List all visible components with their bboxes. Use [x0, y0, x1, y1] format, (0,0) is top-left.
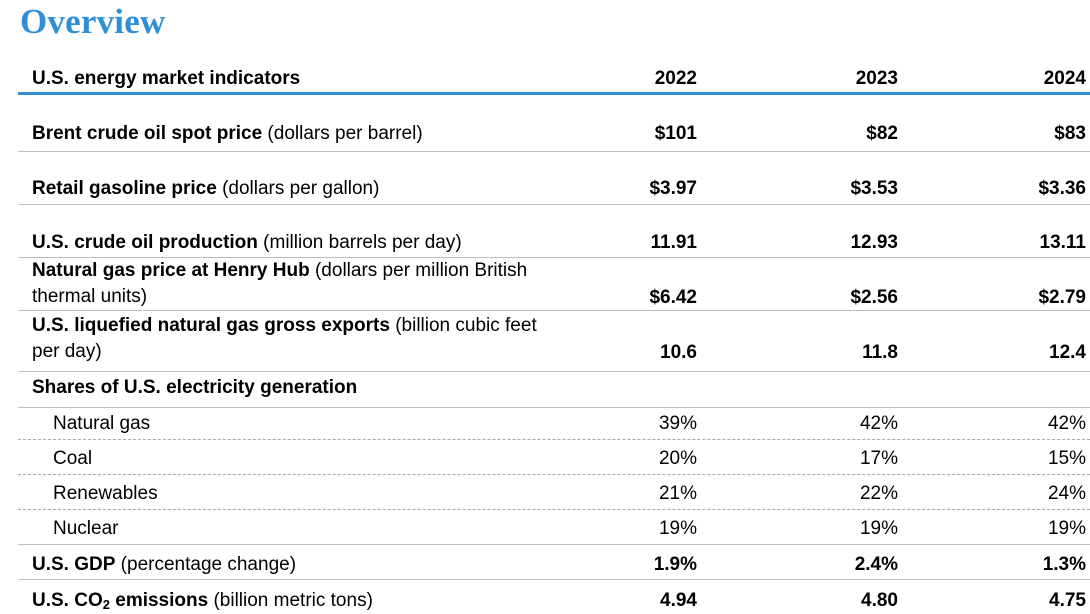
row-label: U.S. liquefied natural gas gross exports…: [32, 315, 537, 362]
value-2024: 15%: [1047, 448, 1086, 469]
value-2023: 11.8: [862, 342, 898, 363]
value-2024: $2.79: [1038, 287, 1086, 308]
value-2024: 42%: [1047, 413, 1086, 434]
value-2023: 12.93: [850, 232, 898, 253]
table-row-lng-exports: U.S. liquefied natural gas gross exports…: [18, 311, 1090, 372]
table-row-share-coal: Coal 20% 17% 15%: [18, 440, 1090, 475]
value-2023: 42%: [859, 413, 898, 434]
value-2023: $3.53: [850, 178, 898, 199]
table-row-share-renewables: Renewables 21% 22% 24%: [18, 475, 1090, 510]
value-2022: 1.9%: [653, 554, 697, 575]
table-header: U.S. energy market indicators 2022 2023 …: [18, 64, 1090, 95]
header-label: U.S. energy market indicators: [32, 68, 301, 89]
value-2023: $82: [866, 123, 898, 144]
value-2022: $6.42: [649, 287, 697, 308]
table-row-gdp: U.S. GDP (percentage change) 1.9% 2.4% 1…: [18, 545, 1090, 580]
row-label: Natural gas price at Henry Hub (dollars …: [32, 260, 528, 307]
row-label: Renewables: [53, 483, 158, 504]
value-2022: $101: [654, 123, 697, 144]
table-row-crude-production: U.S. crude oil production (million barre…: [18, 205, 1090, 258]
value-2024: $83: [1054, 123, 1086, 144]
table-row-shares-heading: Shares of U.S. electricity generation: [18, 372, 1090, 408]
row-label: Nuclear: [53, 518, 119, 539]
value-2024: $3.36: [1038, 178, 1086, 199]
page-title: Overview: [20, 2, 166, 41]
value-2022: 4.94: [660, 590, 697, 611]
header-year-2022: 2022: [654, 68, 697, 89]
value-2022: 21%: [658, 483, 697, 504]
value-2024: 4.75: [1049, 590, 1086, 611]
value-2022: 10.6: [660, 342, 697, 363]
value-2023: $2.56: [850, 287, 898, 308]
value-2023: 19%: [859, 518, 898, 539]
value-2024: 19%: [1047, 518, 1086, 539]
row-label: U.S. GDP (percentage change): [32, 554, 297, 575]
row-label: Retail gasoline price (dollars per gallo…: [32, 178, 380, 199]
value-2024: 13.11: [1039, 232, 1087, 253]
value-2023: 17%: [859, 448, 898, 469]
value-2024: 12.4: [1049, 342, 1086, 363]
value-2022: 20%: [658, 448, 697, 469]
row-label: Shares of U.S. electricity generation: [32, 377, 358, 398]
header-year-2023: 2023: [855, 68, 898, 89]
table-row-gasoline: Retail gasoline price (dollars per gallo…: [18, 152, 1090, 205]
header-year-2024: 2024: [1043, 68, 1086, 89]
row-label: Brent crude oil spot price (dollars per …: [32, 123, 423, 144]
row-label: U.S. CO2 emissions (billion metric tons): [32, 590, 373, 612]
row-label: Natural gas: [53, 413, 151, 434]
table-row-brent: Brent crude oil spot price (dollars per …: [18, 95, 1090, 152]
table-row-co2-emissions: U.S. CO2 emissions (billion metric tons)…: [18, 580, 1090, 614]
value-2023: 4.80: [861, 590, 898, 611]
row-label: Coal: [53, 448, 93, 469]
value-2022: 11.91: [650, 232, 698, 253]
row-label: U.S. crude oil production (million barre…: [32, 232, 462, 253]
value-2022: 39%: [658, 413, 697, 434]
value-2024: 1.3%: [1042, 554, 1086, 575]
value-2024: 24%: [1047, 483, 1086, 504]
value-2022: $3.97: [649, 178, 697, 199]
value-2022: 19%: [658, 518, 697, 539]
value-2023: 22%: [859, 483, 898, 504]
value-2023: 2.4%: [854, 554, 898, 575]
table-row-henry-hub: Natural gas price at Henry Hub (dollars …: [18, 258, 1090, 311]
table-row-share-nuclear: Nuclear 19% 19% 19%: [18, 510, 1090, 545]
table-row-share-natural-gas: Natural gas 39% 42% 42%: [18, 408, 1090, 440]
